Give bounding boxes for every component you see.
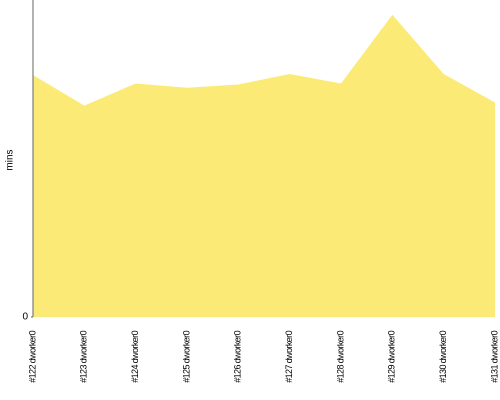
x-tick-label: #123 dworker0 xyxy=(79,330,89,382)
y-tick-label: 0 xyxy=(22,312,28,323)
x-tick-label: #122 dworker0 xyxy=(27,330,37,382)
x-tick-label: #131 dworker0 xyxy=(489,330,499,382)
y-axis-label: mins xyxy=(5,149,16,170)
x-tick-label: #127 dworker0 xyxy=(284,330,294,382)
x-tick-label: #124 dworker0 xyxy=(130,330,140,382)
x-tick-label: #130 dworker0 xyxy=(438,330,448,382)
x-tick-label: #128 dworker0 xyxy=(335,330,345,382)
x-tick-label: #129 dworker0 xyxy=(387,330,397,382)
x-tick-label: #126 dworker0 xyxy=(233,330,243,382)
x-tick-label: #125 dworker0 xyxy=(181,330,191,382)
area xyxy=(33,14,495,317)
